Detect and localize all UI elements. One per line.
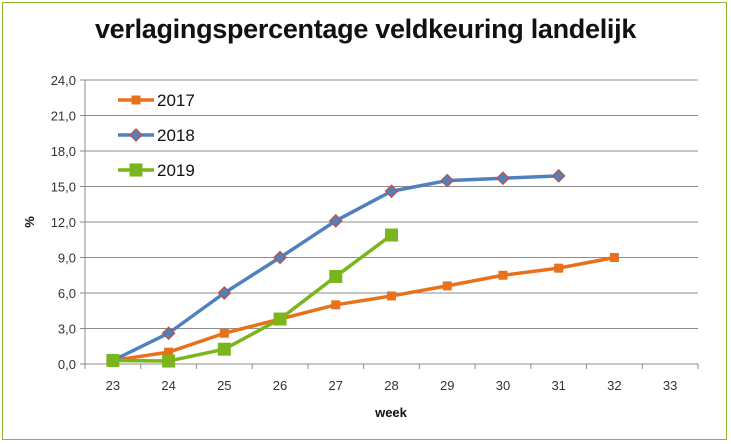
x-tick-label: 23: [106, 378, 120, 393]
data-point-2017: [554, 263, 564, 273]
data-point-2018: [273, 250, 287, 265]
x-tick-label: 32: [607, 378, 621, 393]
data-point-2017: [609, 253, 619, 262]
series-line-2018: [112, 174, 559, 363]
y-axis-label: %: [22, 216, 37, 228]
data-point-2019: [106, 353, 120, 367]
series-line-2019: [112, 233, 393, 363]
legend: 2017 2018 2019: [118, 91, 195, 180]
data-point-2018: [440, 173, 455, 188]
legend-item-2017: 2017: [118, 91, 195, 110]
data-point-2019: [273, 312, 287, 326]
legend-marker: [129, 128, 143, 142]
gridlines: [80, 79, 699, 369]
y-tick-label: 21,0: [51, 109, 76, 124]
legend-label: 2019: [157, 161, 195, 180]
chart-frame: [2, 2, 727, 440]
data-point-2017: [164, 347, 174, 357]
chart-title: verlagingspercentage veldkeuring landeli…: [94, 14, 637, 44]
legend-marker: [131, 95, 141, 105]
x-tick-label: 31: [551, 378, 565, 393]
y-tick-label: 24,0: [51, 73, 76, 88]
data-point-2017: [219, 328, 229, 338]
legend-item-2019: 2019: [118, 161, 195, 180]
x-axis-label: week: [374, 405, 408, 420]
y-tick-label: 12,0: [51, 215, 76, 230]
data-point-2018: [161, 326, 176, 341]
data-point-2018: [328, 213, 343, 228]
y-tick-label: 3,0: [58, 322, 76, 337]
x-tick-label: 30: [496, 378, 510, 393]
y-tick-label: 9,0: [58, 251, 76, 266]
data-point-2017: [442, 281, 452, 291]
data-point-2019: [385, 228, 398, 242]
data-point-2018: [217, 286, 232, 300]
data-point-2017: [498, 270, 508, 280]
data-point-2018: [384, 184, 399, 199]
legend-item-2018: 2018: [118, 126, 195, 145]
data-point-2017: [387, 291, 396, 301]
data-point-2018: [496, 171, 510, 186]
x-tick-label: 26: [273, 378, 287, 393]
series-line-2017: [112, 255, 615, 363]
x-axis-ticks: 23 24 25 26 27 28 29 30 31 32 33: [106, 378, 678, 393]
series-markers: [105, 168, 619, 368]
x-tick-label: 25: [217, 378, 231, 393]
y-tick-label: 15,0: [51, 180, 76, 195]
x-tick-label: 29: [440, 378, 454, 393]
data-point-2019: [217, 342, 231, 356]
data-point-2019: [329, 269, 343, 283]
y-tick-label: 0,0: [58, 357, 76, 372]
x-tick-label: 27: [329, 378, 343, 393]
data-point-2018: [551, 168, 566, 183]
legend-label: 2018: [157, 126, 195, 145]
legend-marker: [129, 163, 143, 177]
x-tick-label: 28: [384, 378, 398, 393]
data-point-2019: [162, 354, 176, 368]
legend-label: 2017: [157, 91, 195, 110]
y-tick-label: 18,0: [51, 144, 76, 159]
data-point-2017: [331, 300, 341, 310]
y-axis-ticks: 0,0 3,0 6,0 9,0 12,0 15,0 18,0 21,0 24,0: [51, 73, 76, 372]
x-tick-label: 24: [161, 378, 175, 393]
x-tick-label: 33: [663, 378, 677, 393]
series-lines: [112, 174, 615, 363]
y-tick-label: 6,0: [58, 286, 76, 301]
